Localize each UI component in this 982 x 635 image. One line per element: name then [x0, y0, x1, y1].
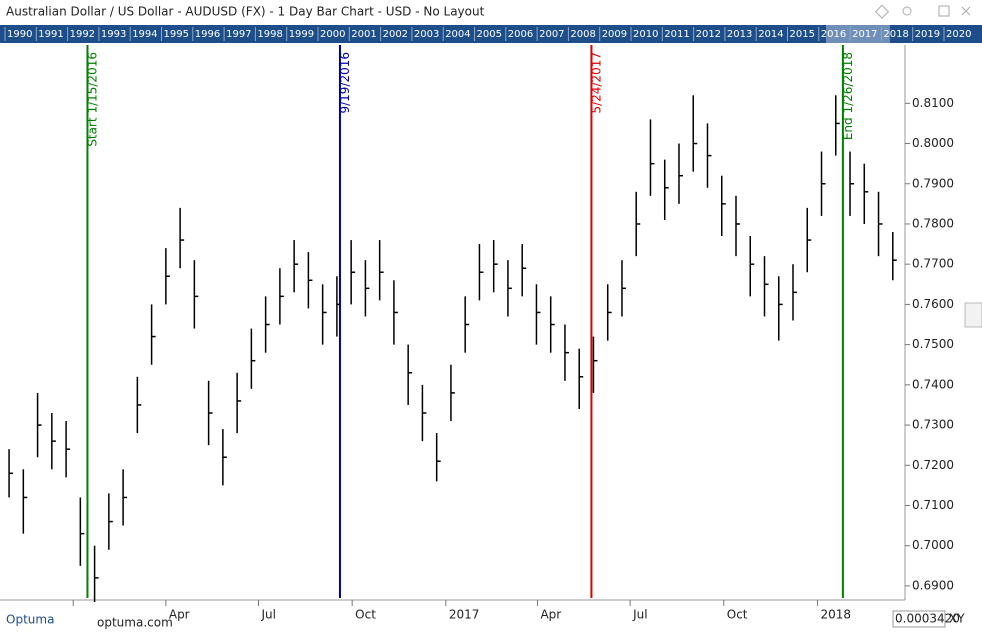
- year-label: 2002: [383, 29, 408, 40]
- year-label: 2000: [320, 29, 345, 40]
- date-marker-label: 5/24/2017: [589, 52, 603, 114]
- year-label: 1998: [257, 29, 282, 40]
- date-marker-label: Start 1/15/2016: [85, 52, 99, 147]
- year-label: 2016: [821, 29, 846, 40]
- year-label: 2008: [570, 29, 595, 40]
- year-label: 1993: [101, 29, 126, 40]
- y-tick-label: 0.7800: [912, 216, 954, 230]
- year-label: 1997: [226, 29, 251, 40]
- year-label: 2009: [602, 29, 627, 40]
- year-label: 1996: [195, 29, 220, 40]
- x-tick-label: Apr: [540, 608, 561, 622]
- year-label: 1999: [289, 29, 314, 40]
- panel-toggle[interactable]: [964, 302, 982, 328]
- year-label: 2014: [758, 29, 783, 40]
- x-tick-label: 2017: [449, 608, 480, 622]
- y-tick-label: 0.7400: [912, 377, 954, 391]
- x-tick-label: Oct: [727, 608, 748, 622]
- year-strip[interactable]: [0, 25, 982, 43]
- y-tick-label: 0.7300: [912, 418, 954, 432]
- date-marker-label: 9/19/2016: [338, 52, 352, 114]
- year-label: 2020: [946, 29, 971, 40]
- year-label: 2006: [508, 29, 533, 40]
- year-strip-window[interactable]: [826, 25, 890, 43]
- y-tick-label: 0.7200: [912, 458, 954, 472]
- y-tick-label: 0.6900: [912, 578, 954, 592]
- year-label: 2007: [539, 29, 564, 40]
- scale-value: 0.0003420: [895, 612, 960, 626]
- x-tick-label: Jul: [632, 608, 647, 622]
- year-label: 2019: [915, 29, 940, 40]
- y-tick-label: 0.8100: [912, 96, 954, 110]
- year-label: 1995: [164, 29, 189, 40]
- year-label: 2003: [414, 29, 439, 40]
- year-label: 1994: [132, 29, 157, 40]
- y-tick-label: 0.7900: [912, 176, 954, 190]
- scale-box[interactable]: [892, 610, 946, 628]
- site: optuma.com: [97, 616, 173, 630]
- x-tick-label: Jul: [261, 608, 276, 622]
- year-label: 2013: [727, 29, 752, 40]
- chart-title: Australian Dollar / US Dollar - AUDUSD (…: [6, 5, 485, 19]
- logo: Optuma: [6, 613, 54, 627]
- y-tick-label: 0.8000: [912, 136, 954, 150]
- year-label: 2015: [790, 29, 815, 40]
- year-label: 2005: [477, 29, 502, 40]
- scale-mode[interactable]: XY: [949, 612, 965, 626]
- y-tick-label: 0.7500: [912, 337, 954, 351]
- toolbar-icons[interactable]: [874, 4, 971, 19]
- year-label: 2010: [633, 29, 658, 40]
- year-label: 1990: [7, 29, 32, 40]
- x-tick-label: Oct: [355, 608, 376, 622]
- y-tick-label: 0.7000: [912, 538, 954, 552]
- y-tick-label: 0.7700: [912, 257, 954, 271]
- year-label: 1992: [70, 29, 95, 40]
- year-label: 2017: [852, 29, 877, 40]
- year-label: 2004: [445, 29, 470, 40]
- year-label: 1991: [38, 29, 63, 40]
- x-tick-label: Apr: [169, 608, 190, 622]
- x-tick-label: 2018: [820, 608, 851, 622]
- year-label: 2011: [664, 29, 689, 40]
- year-label: 2018: [883, 29, 908, 40]
- date-marker-label: End 1/26/2018: [841, 52, 855, 140]
- y-tick-label: 0.7100: [912, 498, 954, 512]
- year-label: 2012: [696, 29, 721, 40]
- y-tick-label: 0.7600: [912, 297, 954, 311]
- year-label: 2001: [351, 29, 376, 40]
